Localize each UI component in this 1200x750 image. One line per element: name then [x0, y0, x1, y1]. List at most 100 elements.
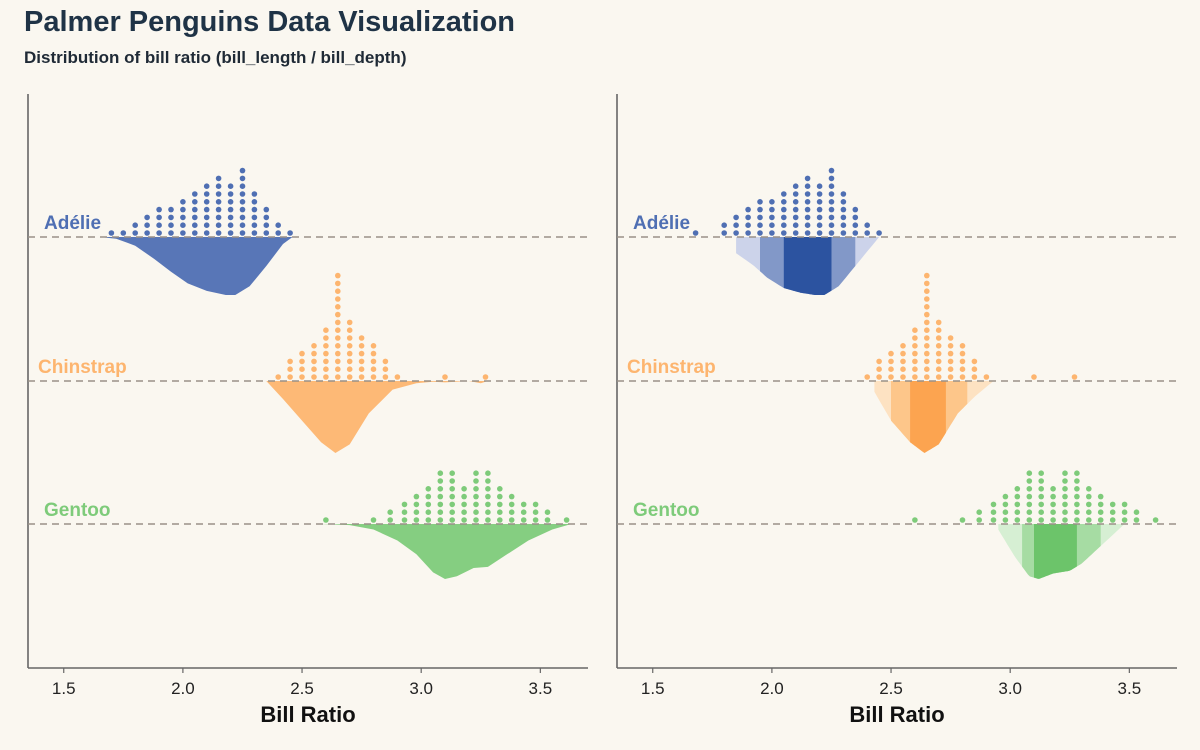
data-dot	[1002, 493, 1009, 500]
data-dot	[335, 366, 341, 373]
right-panel: 1.5 2.0 2.5 3.0 3.5 Bill Ratio Adélie Chinstrap…	[616, 94, 1177, 727]
data-dot	[792, 214, 799, 221]
data-dot	[757, 222, 763, 228]
data-dot	[401, 501, 408, 508]
data-dot	[924, 296, 930, 302]
series-chinstrap: Chinstrap	[28, 272, 588, 453]
data-dot	[828, 183, 835, 189]
data-dot	[335, 335, 341, 341]
data-dot	[745, 214, 751, 221]
data-dot	[239, 222, 246, 228]
data-dot	[382, 358, 389, 365]
data-dot	[520, 517, 527, 523]
data-dot	[335, 350, 341, 357]
data-dot	[1133, 517, 1140, 523]
data-dot	[382, 366, 389, 373]
data-dot	[497, 493, 503, 500]
data-dot	[394, 374, 401, 380]
species-label: Gentoo	[44, 500, 111, 521]
data-dot	[959, 366, 966, 373]
interval-band	[1034, 524, 1077, 579]
data-dot	[311, 374, 317, 380]
data-dot	[792, 206, 799, 213]
data-dot	[311, 366, 317, 373]
data-dot	[239, 167, 246, 174]
data-dot	[1014, 517, 1021, 523]
data-dot	[692, 230, 699, 236]
data-dot	[1062, 486, 1068, 492]
data-dot	[370, 374, 377, 380]
data-dot	[299, 350, 305, 357]
species-label: Adélie	[44, 213, 101, 234]
data-dot	[828, 230, 835, 236]
data-dot	[323, 335, 329, 341]
data-dot	[1074, 493, 1080, 500]
data-dot	[251, 230, 258, 236]
data-dot	[508, 493, 515, 500]
data-dot	[721, 230, 727, 236]
data-dot	[816, 230, 823, 236]
interval-band	[910, 381, 946, 453]
data-dot	[757, 206, 763, 213]
data-dot	[1086, 509, 1092, 515]
data-dot	[287, 358, 293, 365]
data-dot	[323, 327, 329, 334]
data-dot	[461, 501, 467, 508]
data-dot	[912, 358, 918, 365]
data-dot	[924, 366, 930, 373]
data-dot	[1097, 493, 1104, 500]
data-dot	[804, 214, 811, 221]
data-dot	[192, 214, 198, 221]
data-dot	[983, 374, 990, 380]
data-dot	[156, 222, 162, 228]
data-dot	[335, 311, 341, 318]
data-dot	[935, 319, 942, 326]
data-dot	[413, 493, 420, 500]
data-dot	[358, 335, 365, 341]
data-dot	[816, 183, 823, 189]
x-tick-label: 3.0	[998, 679, 1022, 698]
data-dot	[227, 222, 234, 228]
data-dot	[449, 478, 456, 484]
data-dot	[852, 222, 859, 228]
data-dot	[804, 183, 811, 189]
data-dot	[840, 199, 847, 205]
data-dot	[532, 509, 539, 515]
data-dot	[1086, 486, 1092, 492]
data-dot	[816, 191, 823, 197]
data-dot	[387, 509, 394, 515]
data-dot	[828, 199, 835, 205]
data-dot	[888, 366, 894, 373]
data-dot	[971, 358, 978, 365]
data-dot	[721, 222, 727, 228]
data-dot	[215, 183, 222, 189]
data-dot	[192, 191, 198, 197]
data-dot	[287, 230, 293, 236]
data-dot	[287, 366, 293, 373]
data-dot	[1014, 493, 1021, 500]
data-dot	[792, 183, 799, 189]
data-dot	[251, 191, 258, 197]
data-dot	[1026, 517, 1033, 523]
data-dot	[425, 493, 432, 500]
x-tick-label: 2.0	[760, 679, 784, 698]
data-dot	[1038, 501, 1044, 508]
data-dot	[852, 214, 859, 221]
data-dot	[840, 214, 847, 221]
data-dot	[520, 501, 527, 508]
data-dot	[757, 214, 763, 221]
data-dot	[401, 517, 408, 523]
data-dot	[1050, 493, 1056, 500]
data-dot	[888, 350, 894, 357]
density-area	[321, 524, 572, 579]
data-dot	[437, 478, 444, 484]
series-adlie: Adélie	[617, 167, 1177, 295]
x-tick-label: 1.5	[52, 679, 76, 698]
data-dot	[900, 366, 906, 373]
data-dot	[215, 230, 222, 236]
data-dot	[335, 280, 341, 287]
data-dot	[935, 343, 942, 349]
data-dot	[461, 509, 467, 515]
data-dot	[1062, 517, 1068, 523]
species-label: Chinstrap	[38, 357, 127, 378]
